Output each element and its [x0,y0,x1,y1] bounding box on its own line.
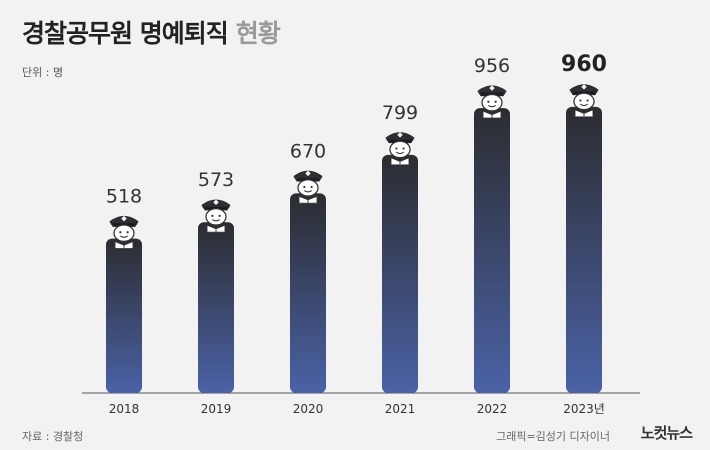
bar-2023년 [566,106,602,394]
source-note: 자료 : 경찰청 [22,430,84,443]
x-tick-label: 2022 [477,402,508,416]
x-tick-label: 2018 [109,402,140,416]
bar-2022 [474,108,510,393]
value-label: 960 [561,52,607,77]
chart-title-suffix: 현황 [235,19,281,48]
bar-2021 [382,154,418,393]
chart-title: 경찰공무원 명예퇴직 현황 [22,14,281,50]
value-label: 670 [290,140,326,162]
x-tick-label: 2019 [201,402,232,416]
value-label: 573 [198,169,234,191]
chart-title-main: 경찰공무원 명예퇴직 [22,19,229,48]
bar-2020 [290,193,326,393]
value-label: 518 [106,186,142,208]
x-tick-label: 2020 [293,402,324,416]
value-label: 799 [382,102,418,124]
x-tick-label: 2023년 [563,402,605,416]
unit-label: 단위 : 명 [22,66,64,79]
publisher-logo: 노컷뉴스 [640,424,693,442]
bar-2018 [106,238,142,393]
graphic-credit: 그래픽=김성기 디자이너 [496,430,610,443]
bar-2019 [198,222,234,393]
value-label: 956 [474,55,510,77]
x-tick-label: 2021 [385,402,416,416]
